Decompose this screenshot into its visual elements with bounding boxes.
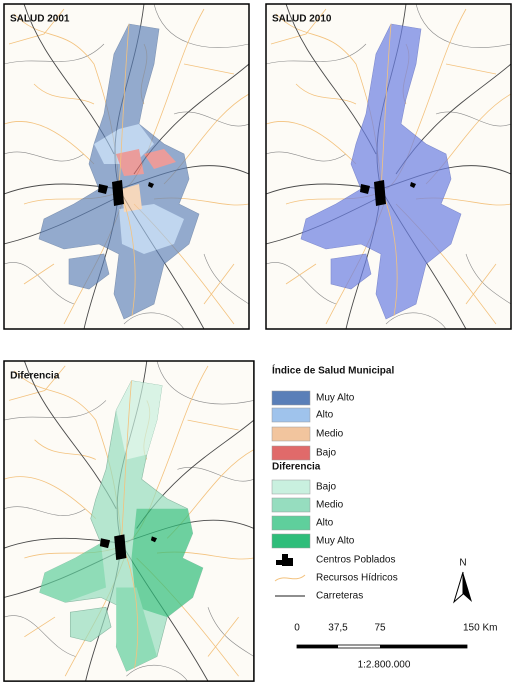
map-title: SALUD 2001 (10, 14, 70, 25)
legend-swatch (271, 426, 311, 442)
legend-swatch (271, 497, 311, 513)
legend-swatch (271, 390, 311, 406)
map-title: Diferencia (10, 371, 60, 382)
map-salud-2010: SALUD 2010 (265, 3, 512, 330)
legend-swatch (271, 515, 311, 531)
legend-subtitle: Diferencia (272, 462, 321, 473)
legend-label: Bajo (316, 448, 336, 459)
north-label: N (459, 558, 466, 569)
legend-label: Alto (316, 410, 334, 421)
legend-swatch (271, 479, 311, 495)
scale-ratio: 1:2.800.000 (358, 660, 411, 671)
legend-title: Índice de Salud Municipal (272, 364, 394, 377)
legend-label: Muy Alto (316, 536, 355, 547)
legend-label: Muy Alto (316, 393, 355, 404)
legend-label: Medio (316, 429, 344, 440)
map-diferencia: Diferencia (3, 360, 255, 682)
map-title: SALUD 2010 (272, 14, 332, 25)
legend-label: Bajo (316, 482, 336, 493)
legend-label: Centros Poblados (316, 555, 396, 566)
legend-label: Carreteras (316, 591, 363, 602)
legend-label: Alto (316, 518, 334, 529)
legend-label: Recursos Hídricos (316, 573, 398, 584)
legend-label: Medio (316, 500, 344, 511)
scale-label: 37,5 (328, 623, 348, 634)
map-salud-2001: SALUD 2001 (3, 3, 250, 330)
legend-symbol (276, 554, 293, 566)
scale-bar: 1:2.800.000 0 37,5 75 150 Km (294, 623, 497, 671)
legend-swatch (271, 445, 311, 461)
legend-symbol (274, 574, 306, 582)
legend: Índice de Salud Municipal Diferencia Muy… (271, 364, 398, 602)
legend-swatch (271, 533, 311, 549)
scale-label: 150 Km (463, 623, 497, 634)
north-arrow: N (453, 558, 472, 604)
scale-label: 0 (294, 623, 300, 634)
scale-label: 75 (374, 623, 386, 634)
legend-swatch (271, 407, 311, 423)
